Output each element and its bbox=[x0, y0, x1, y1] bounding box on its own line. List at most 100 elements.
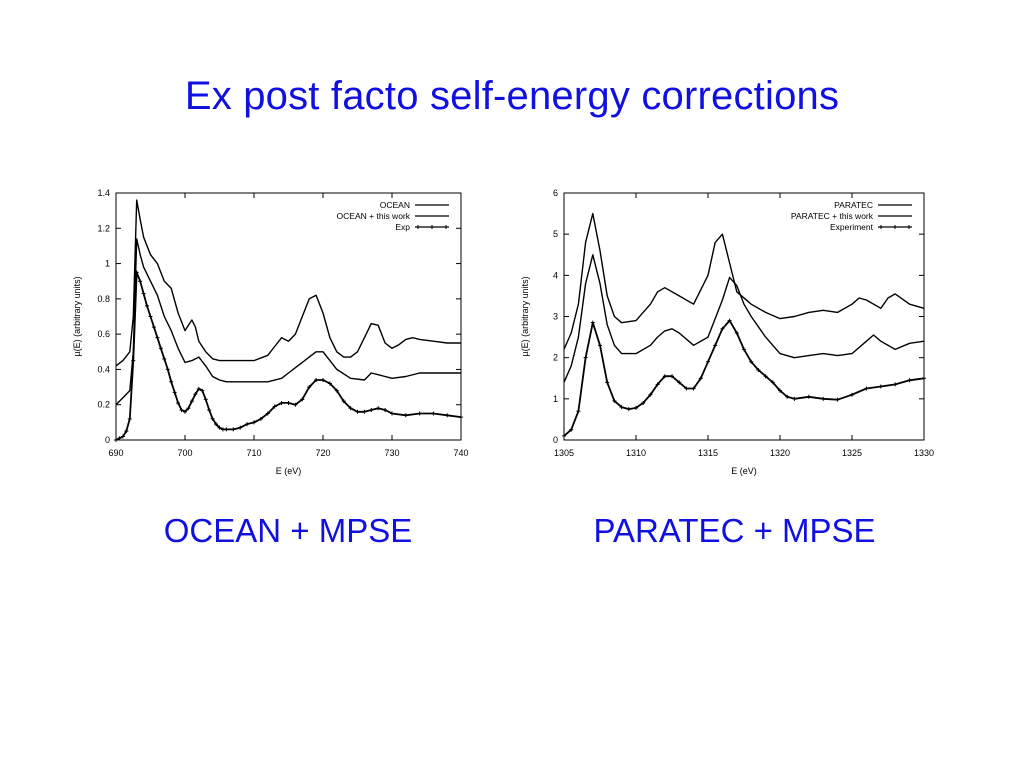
data-point bbox=[583, 355, 588, 360]
data-point bbox=[162, 356, 167, 361]
data-point bbox=[778, 388, 782, 393]
data-point bbox=[417, 411, 422, 416]
y-tick-label: 6 bbox=[553, 188, 558, 198]
legend-label: PARATEC bbox=[834, 200, 873, 210]
legend-marker bbox=[879, 225, 883, 229]
legend-label: OCEAN + this work bbox=[337, 211, 411, 221]
y-axis-label: µ(E) (arbitrary units) bbox=[72, 276, 82, 356]
legend-label: Experiment bbox=[830, 222, 874, 232]
data-point bbox=[145, 303, 150, 308]
ocean-spectrum-chart: 690 700 710 720 730 740 0 0.2 0.4 0.6 0.8 1 1.2 1.4 E … bbox=[72, 188, 469, 476]
data-point bbox=[878, 384, 883, 389]
data-point bbox=[684, 386, 689, 391]
data-point bbox=[670, 374, 674, 379]
data-point bbox=[120, 434, 125, 439]
y-tick-label: 0 bbox=[553, 435, 558, 445]
legend-label: PARATEC + this work bbox=[791, 211, 874, 221]
y-tick-label: 0.2 bbox=[97, 400, 110, 410]
data-point bbox=[341, 399, 346, 404]
data-point bbox=[383, 408, 388, 413]
x-tick-label: 700 bbox=[177, 448, 192, 458]
plot-frame bbox=[115, 192, 462, 441]
x-tick-label: 1320 bbox=[770, 448, 790, 458]
data-point bbox=[124, 429, 129, 434]
data-point bbox=[314, 378, 319, 383]
series-line-1 bbox=[563, 254, 925, 383]
legend-label: Exp bbox=[395, 222, 410, 232]
x-tick-label: 1315 bbox=[698, 448, 718, 458]
data-point bbox=[203, 397, 208, 402]
data-point bbox=[806, 394, 811, 399]
data-point bbox=[756, 368, 761, 373]
data-point bbox=[727, 318, 732, 323]
data-point bbox=[634, 405, 638, 410]
y-tick-label: 0.6 bbox=[97, 329, 110, 339]
data-point bbox=[734, 330, 739, 335]
data-point bbox=[265, 411, 270, 416]
data-point bbox=[183, 409, 187, 414]
data-point bbox=[300, 397, 305, 402]
data-point bbox=[117, 436, 122, 441]
data-point bbox=[293, 402, 298, 407]
data-point bbox=[562, 433, 566, 438]
data-point bbox=[893, 382, 898, 387]
data-point bbox=[713, 343, 718, 348]
data-point bbox=[677, 380, 682, 385]
data-point bbox=[210, 416, 215, 421]
y-tick-label: 1 bbox=[553, 394, 558, 404]
series-line-2 bbox=[115, 271, 462, 441]
y-tick-label: 3 bbox=[553, 312, 558, 322]
data-point bbox=[214, 422, 219, 427]
data-point bbox=[224, 427, 229, 432]
data-point bbox=[763, 374, 768, 379]
data-point bbox=[355, 409, 360, 414]
legend-marker bbox=[907, 225, 911, 229]
data-point bbox=[279, 400, 284, 405]
data-point bbox=[662, 374, 667, 379]
data-point bbox=[220, 427, 225, 432]
data-point bbox=[179, 408, 184, 413]
x-axis-label: E (eV) bbox=[276, 466, 302, 476]
data-point bbox=[165, 367, 170, 372]
caption-ocean-mpse: OCEAN + MPSE bbox=[163, 512, 413, 549]
y-tick-label: 0.8 bbox=[97, 294, 110, 304]
y-tick-label: 5 bbox=[553, 229, 558, 239]
series-line-0 bbox=[115, 199, 461, 367]
data-point bbox=[369, 408, 374, 413]
data-point bbox=[742, 347, 746, 352]
x-tick-label: 720 bbox=[315, 448, 330, 458]
data-point bbox=[148, 314, 153, 319]
x-tick-label: 730 bbox=[384, 448, 399, 458]
data-point bbox=[569, 427, 574, 432]
legend-marker bbox=[416, 225, 420, 229]
data-point bbox=[207, 408, 212, 413]
data-point bbox=[193, 392, 198, 397]
data-point bbox=[307, 385, 312, 390]
data-point bbox=[612, 398, 617, 403]
data-point bbox=[141, 291, 146, 296]
y-tick-label: 0 bbox=[105, 435, 110, 445]
legend-marker bbox=[893, 225, 897, 229]
x-tick-label: 1305 bbox=[554, 448, 574, 458]
paratec-spectrum-chart: 1305 1310 1315 1320 1325 1330 0 1 2 3 4 5 6 E (eV) µ(E… bbox=[520, 188, 934, 476]
data-point bbox=[850, 392, 854, 397]
data-point bbox=[252, 420, 256, 425]
data-point bbox=[362, 409, 367, 414]
x-tick-label: 710 bbox=[246, 448, 261, 458]
caption-paratec-mpse: PARATEC + MPSE bbox=[593, 512, 876, 549]
data-point bbox=[189, 399, 194, 404]
data-point bbox=[445, 413, 450, 418]
data-point bbox=[749, 359, 754, 364]
data-point bbox=[238, 425, 243, 430]
series-line-1 bbox=[115, 238, 461, 406]
y-axis-label: µ(E) (arbitrary units) bbox=[520, 276, 530, 356]
data-point bbox=[835, 397, 840, 402]
y-tick-label: 1 bbox=[105, 259, 110, 269]
data-point bbox=[172, 390, 177, 395]
data-point bbox=[626, 407, 631, 412]
data-point bbox=[196, 386, 201, 391]
data-point bbox=[169, 379, 174, 384]
data-point bbox=[376, 406, 381, 411]
y-tick-label: 1.2 bbox=[97, 223, 110, 233]
x-axis-label: E (eV) bbox=[731, 466, 757, 476]
